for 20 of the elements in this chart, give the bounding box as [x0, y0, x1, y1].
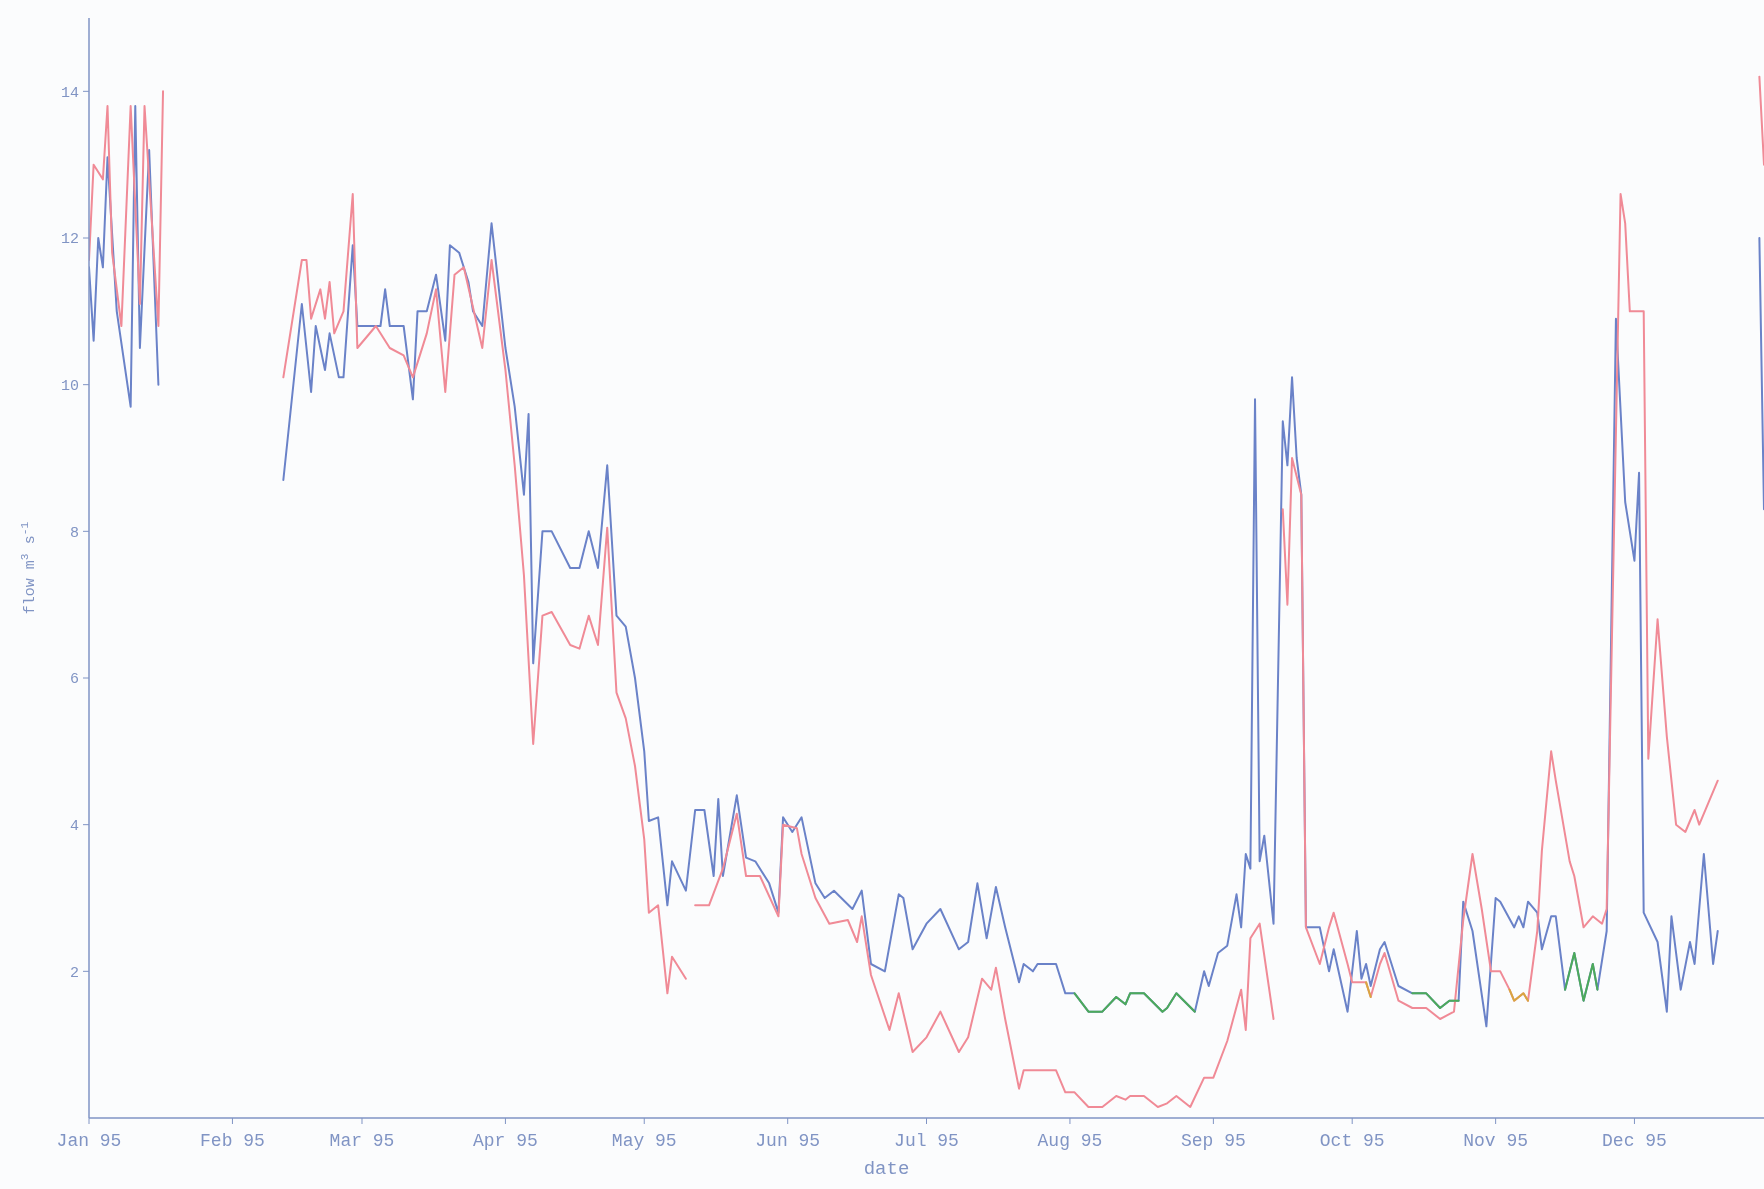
x-tick-label: Jul 95 [894, 1131, 959, 1151]
y-tick-label: 6 [69, 671, 79, 689]
x-tick-label: Sep 95 [1180, 1131, 1246, 1151]
x-tick-label: Apr 95 [473, 1131, 538, 1151]
x-tick-label: Jun 95 [755, 1131, 821, 1151]
x-tick-label: Aug 95 [1037, 1131, 1103, 1151]
x-tick-label: Jan 95 [56, 1131, 122, 1151]
x-tick-label: Mar 95 [329, 1131, 395, 1151]
y-tick-label: 12 [60, 231, 79, 249]
x-tick-label: May 95 [611, 1131, 677, 1151]
y-tick-label: 14 [60, 84, 79, 102]
y-tick-label: 2 [69, 964, 79, 982]
x-tick-label: Feb 95 [200, 1131, 265, 1151]
y-tick-label: 4 [69, 817, 79, 835]
x-tick-label: Dec 95 [1602, 1131, 1667, 1151]
y-tick-label: 10 [60, 377, 79, 395]
x-axis-title: date [863, 1158, 910, 1180]
x-tick-label: Oct 95 [1319, 1131, 1385, 1151]
x-tick-label: Nov 95 [1463, 1131, 1529, 1151]
y-tick-label: 8 [69, 524, 79, 542]
